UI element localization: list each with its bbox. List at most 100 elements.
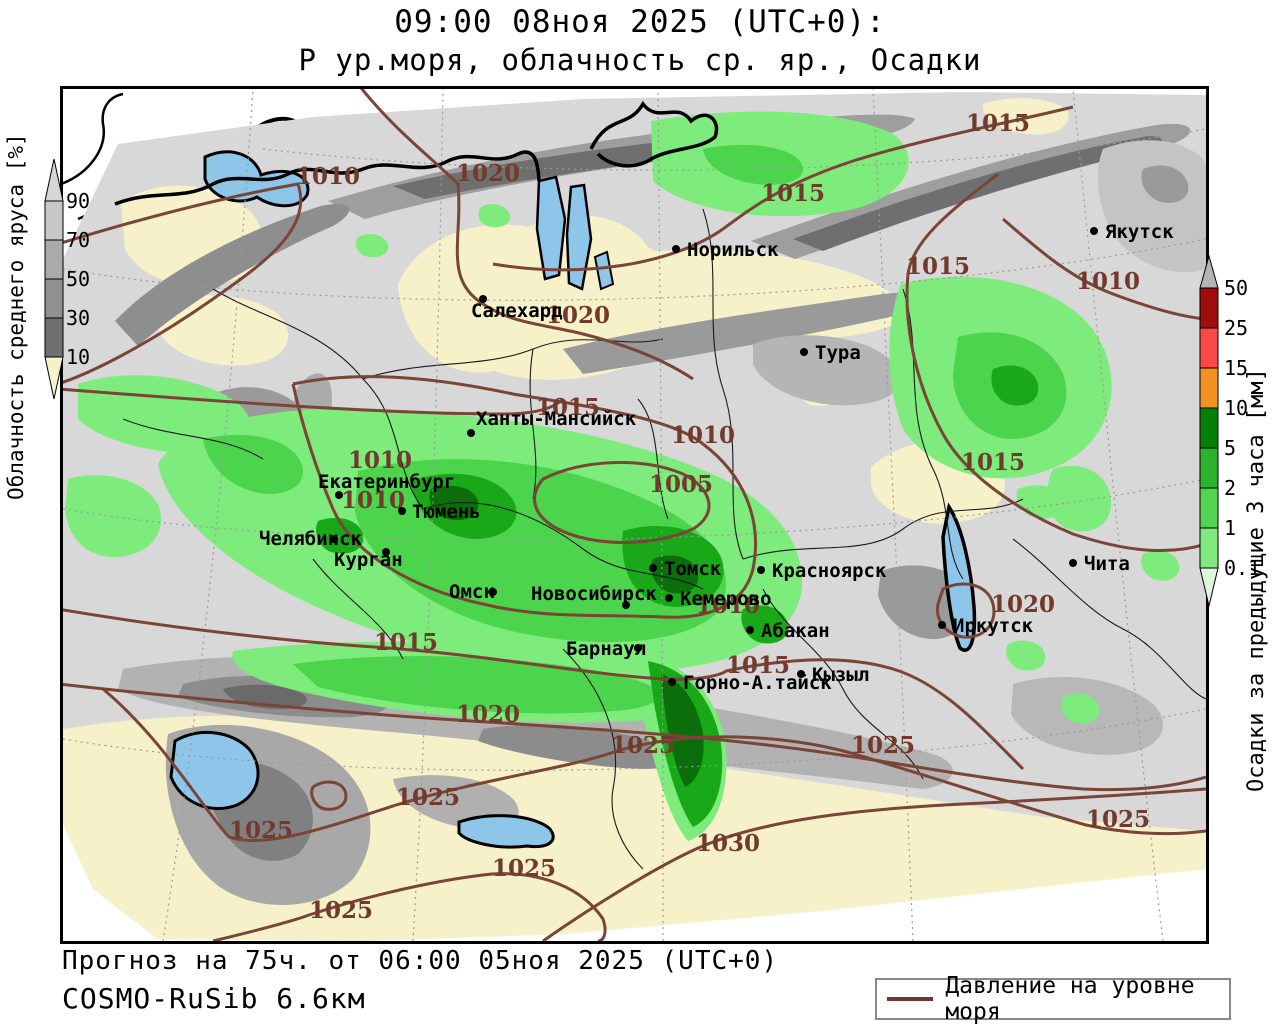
isobar-label: 1010 bbox=[696, 592, 760, 619]
isobar-label: 1010 bbox=[671, 422, 735, 449]
pressure-isobars bbox=[63, 89, 1206, 941]
city-dot bbox=[335, 491, 343, 499]
colorbar-tick: 10 bbox=[1224, 396, 1249, 420]
colorbar-segment bbox=[1199, 527, 1219, 569]
isobar-label: 1025 bbox=[1086, 806, 1150, 833]
isobar-label: 1015 bbox=[761, 180, 825, 207]
isobar-label: 1020 bbox=[546, 302, 610, 329]
city-label: Тура bbox=[815, 342, 861, 364]
isobar-labels: 1010 1020 1015 1015 1015 1010 1020 1015 1010 1005… bbox=[229, 110, 1150, 924]
graticule bbox=[63, 89, 1206, 941]
city-dot bbox=[398, 507, 406, 515]
pressure-legend: Давление на уровне моря bbox=[875, 973, 1231, 1024]
isobar-label: 1010 bbox=[1076, 268, 1140, 295]
city-dot bbox=[800, 348, 808, 356]
isobar-label: 1015 bbox=[536, 394, 600, 421]
colorbar-tick: 10 bbox=[66, 345, 91, 369]
admin-borders bbox=[122, 208, 1206, 870]
pressure-line-sample bbox=[887, 997, 934, 1001]
colorbar-tick: 0.1 bbox=[1224, 556, 1261, 580]
city-label: Салехард bbox=[471, 300, 563, 322]
isobar-label: 1015 bbox=[966, 110, 1030, 137]
city-label: Норильск bbox=[687, 239, 779, 261]
isobar-label: 1010 bbox=[296, 163, 360, 190]
city-label: Курган bbox=[334, 549, 403, 571]
colorbar-segment bbox=[44, 200, 64, 241]
city-label: Омск bbox=[449, 581, 495, 603]
city-label: Якутск bbox=[1105, 221, 1174, 243]
city-layer: Норильск Якутск Тура Салехард Ханты-Мансийск… bbox=[259, 221, 1174, 694]
colorbar-segment bbox=[1199, 487, 1219, 529]
model-name: COSMO-RuSib 6.6км bbox=[62, 982, 366, 1015]
city-dot bbox=[330, 535, 338, 543]
city-dot bbox=[622, 601, 630, 609]
isobar-label: 1025 bbox=[851, 732, 915, 759]
colorbar-tick: 50 bbox=[66, 267, 91, 291]
isobar-label: 1020 bbox=[991, 591, 1055, 618]
city-label: Ханты-Мансийск bbox=[476, 408, 637, 430]
isobar-label: 1015 bbox=[906, 253, 970, 280]
map-frame: 1010 1020 1015 1015 1015 1010 1020 1015 1010 1005… bbox=[60, 86, 1209, 944]
isobar-label: 1015 bbox=[726, 652, 790, 679]
cloudiness-colorbar bbox=[44, 158, 64, 400]
city-dot bbox=[467, 429, 475, 437]
city-dot bbox=[634, 644, 642, 652]
city-dot bbox=[479, 295, 487, 303]
city-dot bbox=[382, 548, 390, 556]
colorbar-tick: 25 bbox=[1224, 316, 1249, 340]
colorbar-tick: 5 bbox=[1224, 436, 1237, 460]
isobar-label: 1025 bbox=[396, 784, 460, 811]
city-label: Иркутск bbox=[953, 615, 1034, 637]
colorbar-arrow-top bbox=[44, 158, 64, 202]
city-label: Челябинск bbox=[259, 528, 363, 550]
city-dot bbox=[797, 670, 805, 678]
city-dot bbox=[668, 678, 676, 686]
isobar-label: 1015 bbox=[374, 629, 438, 656]
city-label: Горно-А.тайск bbox=[683, 672, 832, 694]
colorbar-segment bbox=[1199, 407, 1219, 449]
colorbar-segment bbox=[1199, 367, 1219, 409]
isobar-label: 1025 bbox=[492, 855, 556, 882]
colorbar-segment bbox=[44, 317, 64, 358]
isobar-label: 1030 bbox=[696, 830, 760, 857]
arctic-coastline bbox=[114, 100, 719, 206]
colorbar-tick: 70 bbox=[66, 228, 91, 252]
colorbar-tick: 90 bbox=[66, 189, 91, 213]
city-dot bbox=[757, 566, 765, 574]
title-datetime: 09:00 08ноя 2025 (UTC+0): bbox=[394, 4, 886, 40]
city-label: Томск bbox=[664, 558, 722, 580]
colorbar-tick: 50 bbox=[1224, 276, 1249, 300]
colorbar-tick: 1 bbox=[1224, 516, 1237, 540]
isobar-label: 1005 bbox=[649, 471, 713, 498]
isobar-label: 1025 bbox=[309, 897, 373, 924]
precip-colorbar bbox=[1199, 255, 1219, 607]
city-dot bbox=[938, 621, 946, 629]
city-label: Красноярск bbox=[772, 560, 887, 582]
colorbar-tick: 30 bbox=[66, 306, 91, 330]
colorbar-tick: 2 bbox=[1224, 476, 1237, 500]
colorbar-segment bbox=[1199, 447, 1219, 489]
city-dot bbox=[489, 588, 497, 596]
colorbar-segment bbox=[1199, 287, 1219, 329]
pressure-legend-label: Давление на уровне моря bbox=[945, 973, 1195, 1024]
city-label: Абакан bbox=[761, 620, 830, 642]
title-fields: Р ур.моря, облачность ср. яр., Осадки bbox=[298, 43, 982, 77]
city-label: Екатеринбург bbox=[318, 471, 455, 493]
city-label: Барнаул bbox=[566, 638, 646, 660]
isobar-label: 1025 bbox=[229, 817, 293, 844]
city-dot bbox=[665, 594, 673, 602]
isobar-label: 1020 bbox=[456, 160, 520, 187]
colorbar-tick: 15 bbox=[1224, 356, 1249, 380]
city-dot bbox=[672, 245, 680, 253]
colorbar-arrow-bottom bbox=[1199, 567, 1219, 607]
city-label: Тюмень bbox=[412, 501, 481, 523]
forecast-map: 1010 1020 1015 1015 1015 1010 1020 1015 1010 1005… bbox=[63, 89, 1206, 941]
city-label: Новосибирск bbox=[531, 583, 657, 605]
forecast-info: Прогноз на 75ч. от 06:00 05ноя 2025 (UTC… bbox=[62, 946, 779, 976]
city-dot bbox=[746, 626, 754, 634]
isobar-label: 1025 bbox=[611, 732, 675, 759]
city-label: Кызыл bbox=[812, 664, 869, 686]
city-dot bbox=[1069, 559, 1077, 567]
city-dot bbox=[1090, 227, 1098, 235]
